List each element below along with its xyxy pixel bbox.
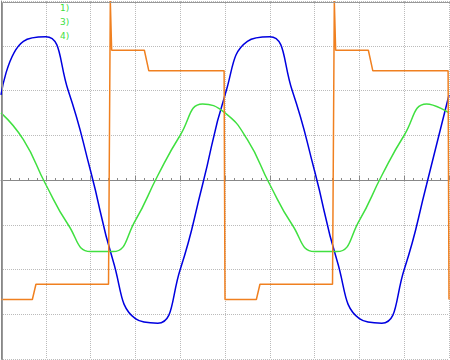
- svg-text:1): 1): [60, 3, 69, 13]
- svg-text:4): 4): [60, 31, 69, 41]
- svg-text:3): 3): [60, 17, 69, 27]
